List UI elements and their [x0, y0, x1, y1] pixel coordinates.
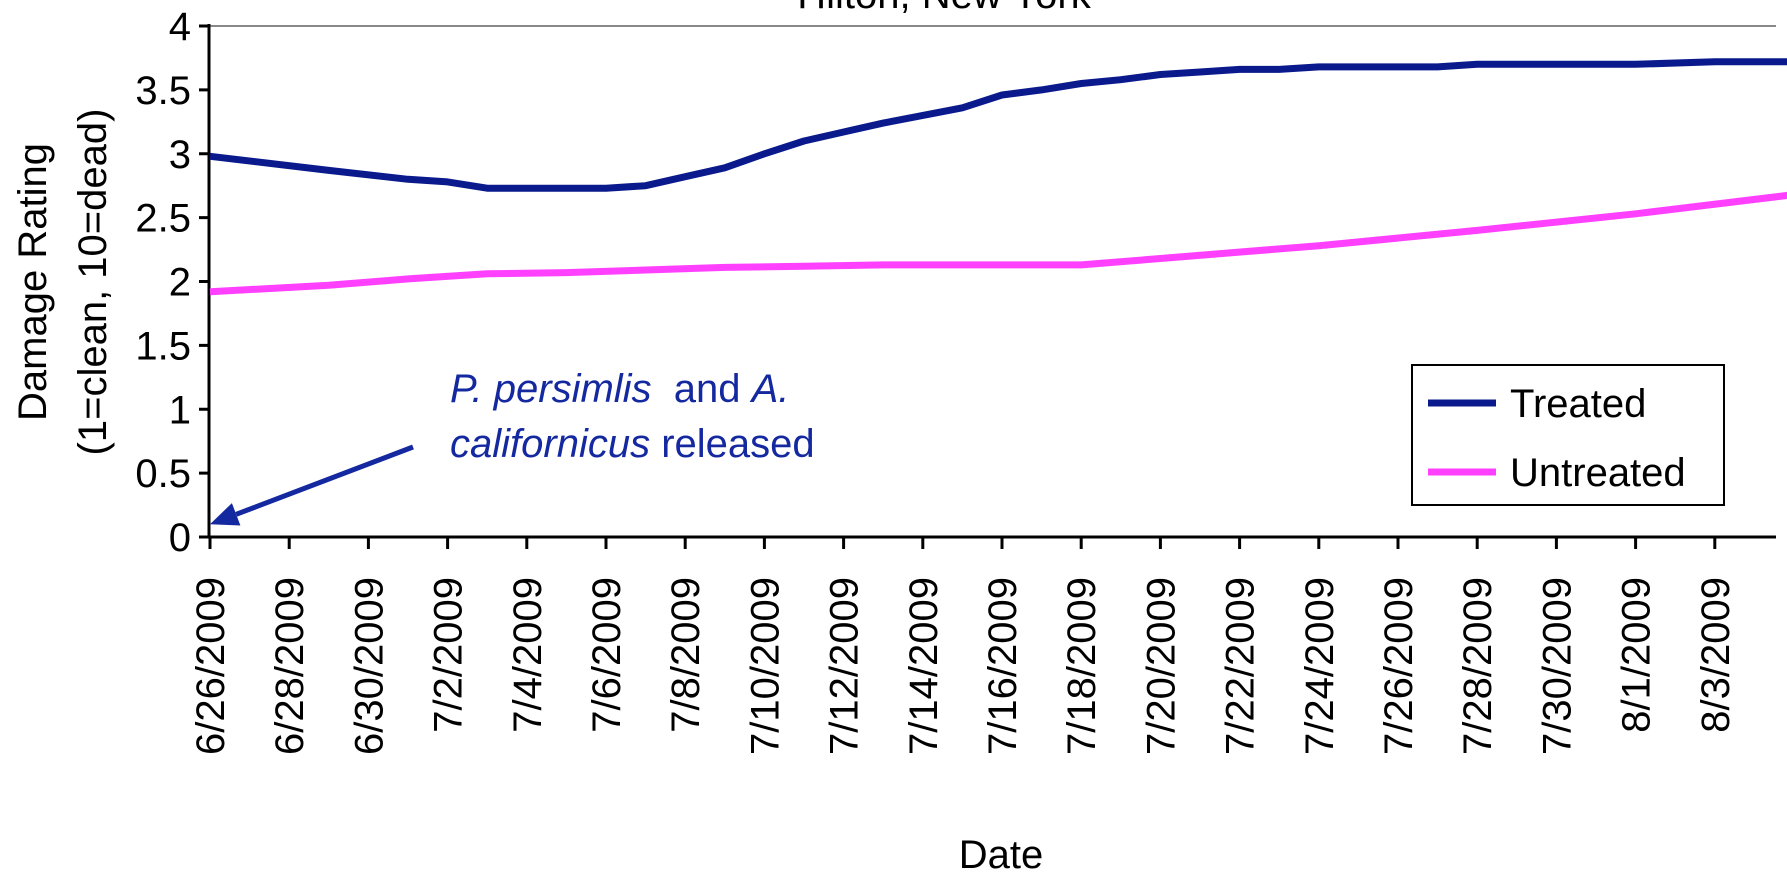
y-axis-label: Damage Rating: [11, 143, 55, 421]
x-tick-label: 6/28/2009: [268, 577, 312, 755]
y-tick-label: 1.5: [135, 324, 191, 368]
x-tick-label: 8/3/2009: [1694, 577, 1738, 733]
x-tick-label: 7/8/2009: [664, 577, 708, 733]
x-axis-label: Date: [959, 833, 1044, 877]
y-axis-sublabel: (1=clean, 10=dead): [71, 109, 115, 456]
series-line-untreated: [209, 191, 1787, 296]
y-tick-label: 4: [169, 5, 191, 49]
x-tick-label: 7/4/2009: [506, 577, 550, 733]
x-tick-label: 6/30/2009: [347, 577, 391, 755]
x-tick-label: 7/24/2009: [1298, 577, 1342, 755]
y-tick-label: 2.5: [135, 197, 191, 241]
legend-box: [1411, 364, 1725, 506]
legend-label-untreated: Untreated: [1510, 451, 1686, 495]
x-tick-label: 6/26/2009: [189, 577, 233, 755]
release-annotation: P. persimlis and A. californicus release…: [210, 367, 815, 526]
y-tick-label: 0.5: [135, 452, 191, 496]
x-tick-label: 7/20/2009: [1139, 577, 1183, 755]
y-tick-label: 1: [169, 388, 191, 432]
x-tick-label: 7/2/2009: [427, 577, 471, 733]
y-tick-label: 2: [169, 261, 191, 305]
annotation-arrow: [235, 444, 414, 517]
y-ticks: 0 0.5 1 1.5 2 2.5 3 3.5 4: [135, 5, 209, 560]
legend-label-treated: Treated: [1510, 382, 1646, 426]
x-tick-label: 7/16/2009: [981, 577, 1025, 755]
x-tick-label: 7/12/2009: [823, 577, 867, 755]
series-line-treated: [209, 58, 1787, 192]
svg-text:californicus released: californicus released: [450, 422, 815, 466]
y-tick-label: 3: [169, 133, 191, 177]
annotation-arrowhead: [210, 503, 241, 526]
x-ticks: 6/26/2009 6/28/2009 6/30/2009 7/2/2009 7/4/2…: [189, 537, 1738, 755]
x-tick-label: 7/30/2009: [1535, 577, 1579, 755]
annotation-released: released: [650, 422, 815, 466]
legend: Treated Untreated: [1411, 364, 1725, 506]
x-tick-label: 7/18/2009: [1060, 577, 1104, 755]
svg-text:P. persimlis and A.: P. persimlis and A.: [450, 367, 789, 411]
annotation-species-1: P. persimlis: [450, 367, 652, 411]
x-tick-label: 7/10/2009: [743, 577, 787, 755]
series-lines: [209, 58, 1787, 296]
x-tick-label: 7/22/2009: [1219, 577, 1263, 755]
annotation-genus-2: A.: [750, 367, 790, 411]
y-tick-label: 3.5: [135, 69, 191, 113]
annotation-species-2: californicus: [450, 422, 650, 466]
x-tick-label: 7/14/2009: [902, 577, 946, 755]
x-tick-label: 7/6/2009: [585, 577, 629, 733]
x-tick-label: 8/1/2009: [1615, 577, 1659, 733]
x-tick-label: 7/28/2009: [1456, 577, 1500, 755]
y-tick-label: 0: [169, 516, 191, 560]
x-tick-label: 7/26/2009: [1377, 577, 1421, 755]
annotation-and: and: [652, 367, 752, 411]
chart-title: Hilton, New York: [797, 0, 1091, 17]
